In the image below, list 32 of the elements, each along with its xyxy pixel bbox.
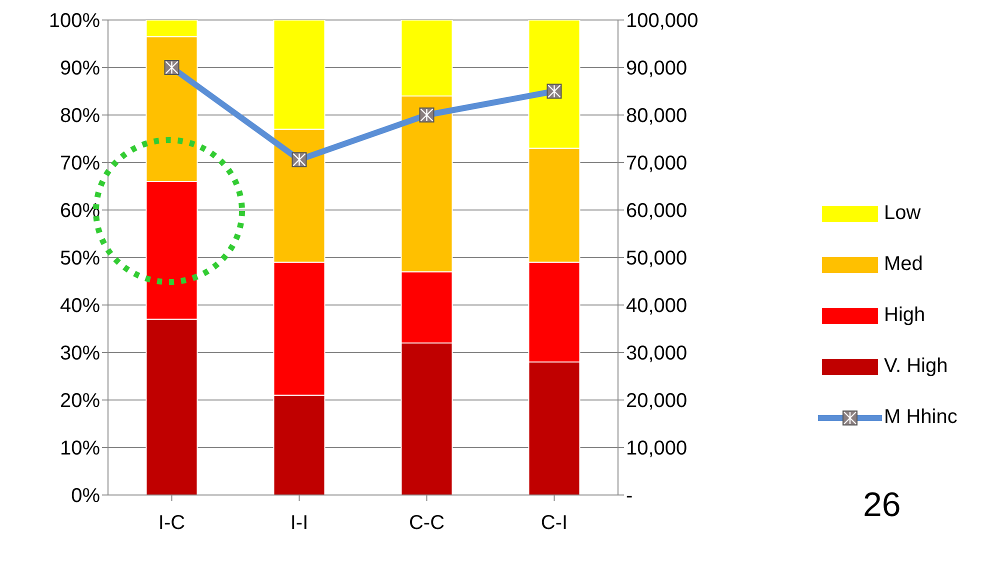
y2-tick-label: 90,000 [626, 58, 688, 80]
y2-tick-label: 60,000 [626, 200, 688, 222]
y2-tick-label: 40,000 [626, 295, 688, 318]
y2-tick-label: 100,000 [626, 10, 698, 32]
y-tick-label: 0% [71, 485, 100, 508]
y2-tick-label: 50,000 [626, 248, 688, 270]
legend-label: Low [884, 202, 921, 225]
legend-label: Med [884, 253, 923, 276]
y-tick-label: 50% [60, 248, 100, 270]
y-tick-label: 60% [60, 200, 100, 222]
legend-label: High [884, 304, 926, 327]
x-tick-label: I-I [290, 512, 308, 534]
y2-tick-label: 20,000 [626, 390, 688, 412]
y-tick-label: 40% [60, 295, 100, 318]
x-tick-label: C-C [408, 512, 445, 534]
y-tick-label: 90% [60, 58, 100, 80]
y2-tick-label: 30,000 [626, 342, 688, 365]
y-tick-label: 80% [60, 105, 100, 128]
y-tick-label: 20% [60, 390, 100, 412]
y-tick-label: 30% [60, 342, 100, 365]
y2-tick-label: 10,000 [626, 438, 688, 460]
y-tick-label: 100% [48, 10, 100, 32]
y2-tick-label: 70,000 [626, 152, 688, 175]
legend-label: V. High [884, 355, 948, 378]
x-tick-label: I-C [158, 512, 186, 534]
text: 26 [863, 486, 901, 525]
y2-tick-label: - [626, 485, 633, 508]
y-tick-label: 10% [60, 438, 100, 460]
y2-tick-label: 80,000 [626, 105, 688, 128]
legend-label: M Hhinc [884, 406, 958, 429]
x-tick-label: C-I [540, 512, 568, 534]
y-tick-label: 70% [60, 152, 100, 175]
